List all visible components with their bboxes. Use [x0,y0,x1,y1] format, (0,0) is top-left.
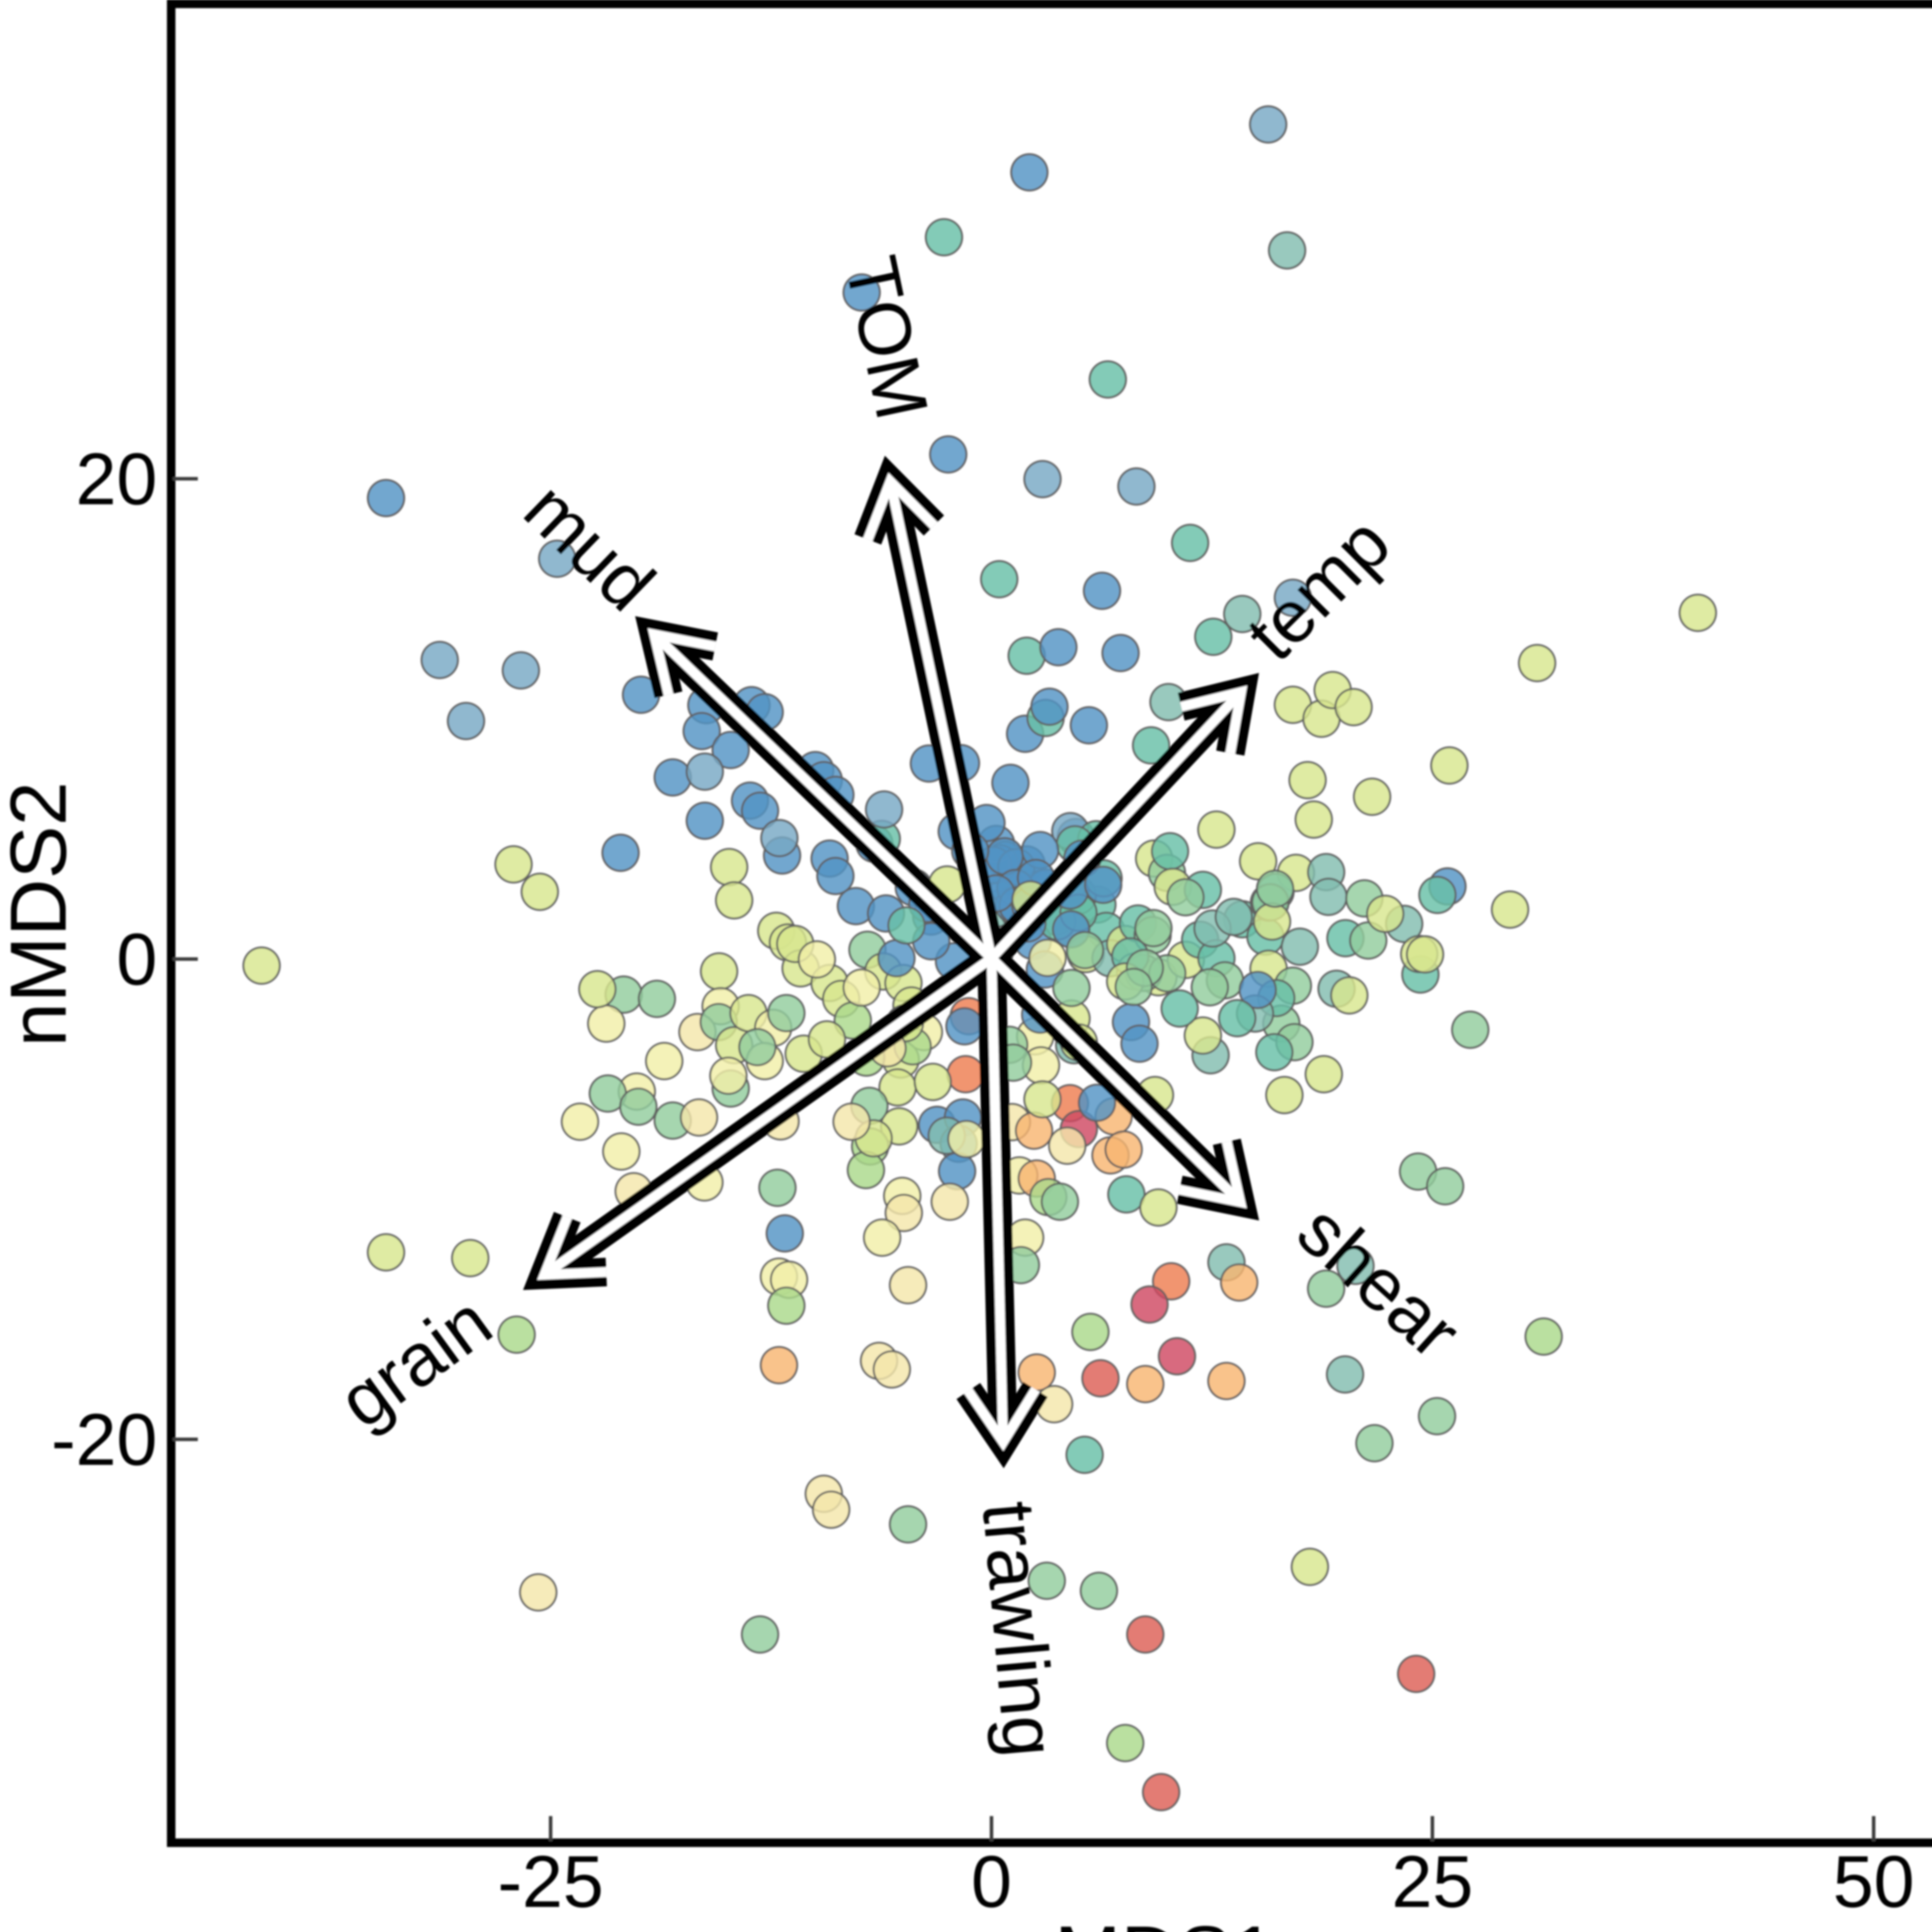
svg-text:0: 0 [971,1841,1012,1923]
svg-text:20: 20 [76,438,157,520]
svg-text:-25: -25 [498,1841,604,1923]
svg-text:nMDS1: nMDS1 [1010,1910,1276,1932]
svg-text:0: 0 [116,918,157,1000]
svg-text:nMDS2: nMDS2 [0,782,83,1047]
svg-text:50: 50 [1833,1841,1914,1923]
svg-text:25: 25 [1391,1841,1473,1923]
svg-text:-20: -20 [51,1399,157,1481]
